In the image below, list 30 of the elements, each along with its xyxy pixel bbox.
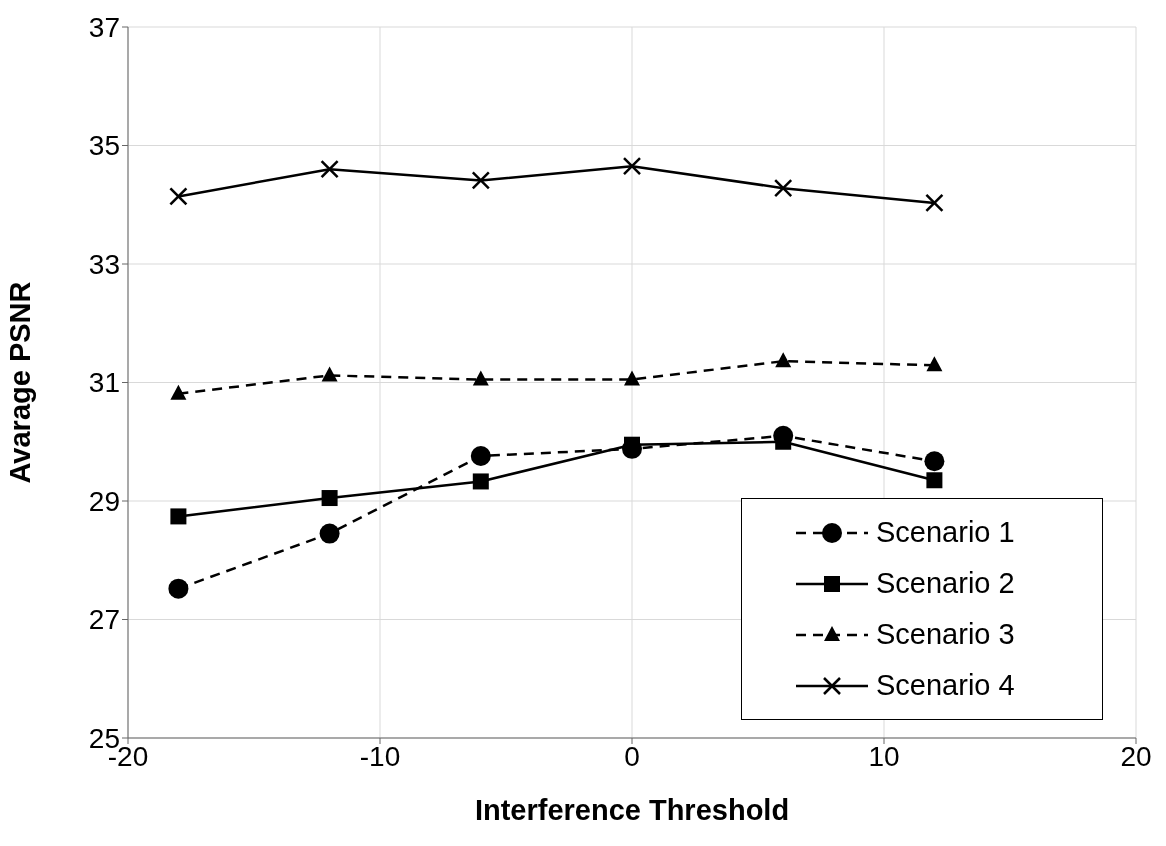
y-axis-title: Avarage PSNR (4, 281, 37, 484)
y-tick-label: 31 (88, 367, 120, 399)
legend-label: Scenario 3 (876, 618, 1015, 651)
point (170, 508, 187, 525)
point (926, 472, 943, 489)
x-tick-label: 20 (1120, 740, 1152, 772)
point (926, 356, 943, 372)
y-tick-label: 27 (88, 604, 120, 636)
point (170, 384, 187, 400)
point (775, 352, 792, 368)
y-tick-label: 29 (88, 485, 120, 517)
y-tick-label: 37 (88, 11, 120, 43)
x-tick-label: -10 (359, 740, 401, 772)
point (624, 370, 640, 386)
legend-label: Scenario 4 (876, 669, 1015, 702)
x-axis-title: Interference Threshold (474, 794, 790, 826)
legend-label: Scenario 2 (876, 567, 1015, 600)
point (470, 445, 491, 466)
point (924, 451, 945, 472)
point (472, 370, 489, 386)
point (321, 366, 338, 382)
point (168, 578, 189, 599)
legend-label: Scenario 1 (876, 516, 1015, 549)
x-tick-label: 0 (624, 740, 640, 772)
x-tick-label: 10 (868, 740, 900, 772)
y-tick-label: 35 (88, 130, 120, 162)
y-tick-label: 33 (88, 248, 120, 280)
point (472, 473, 489, 490)
point (321, 490, 338, 507)
point (319, 523, 340, 544)
